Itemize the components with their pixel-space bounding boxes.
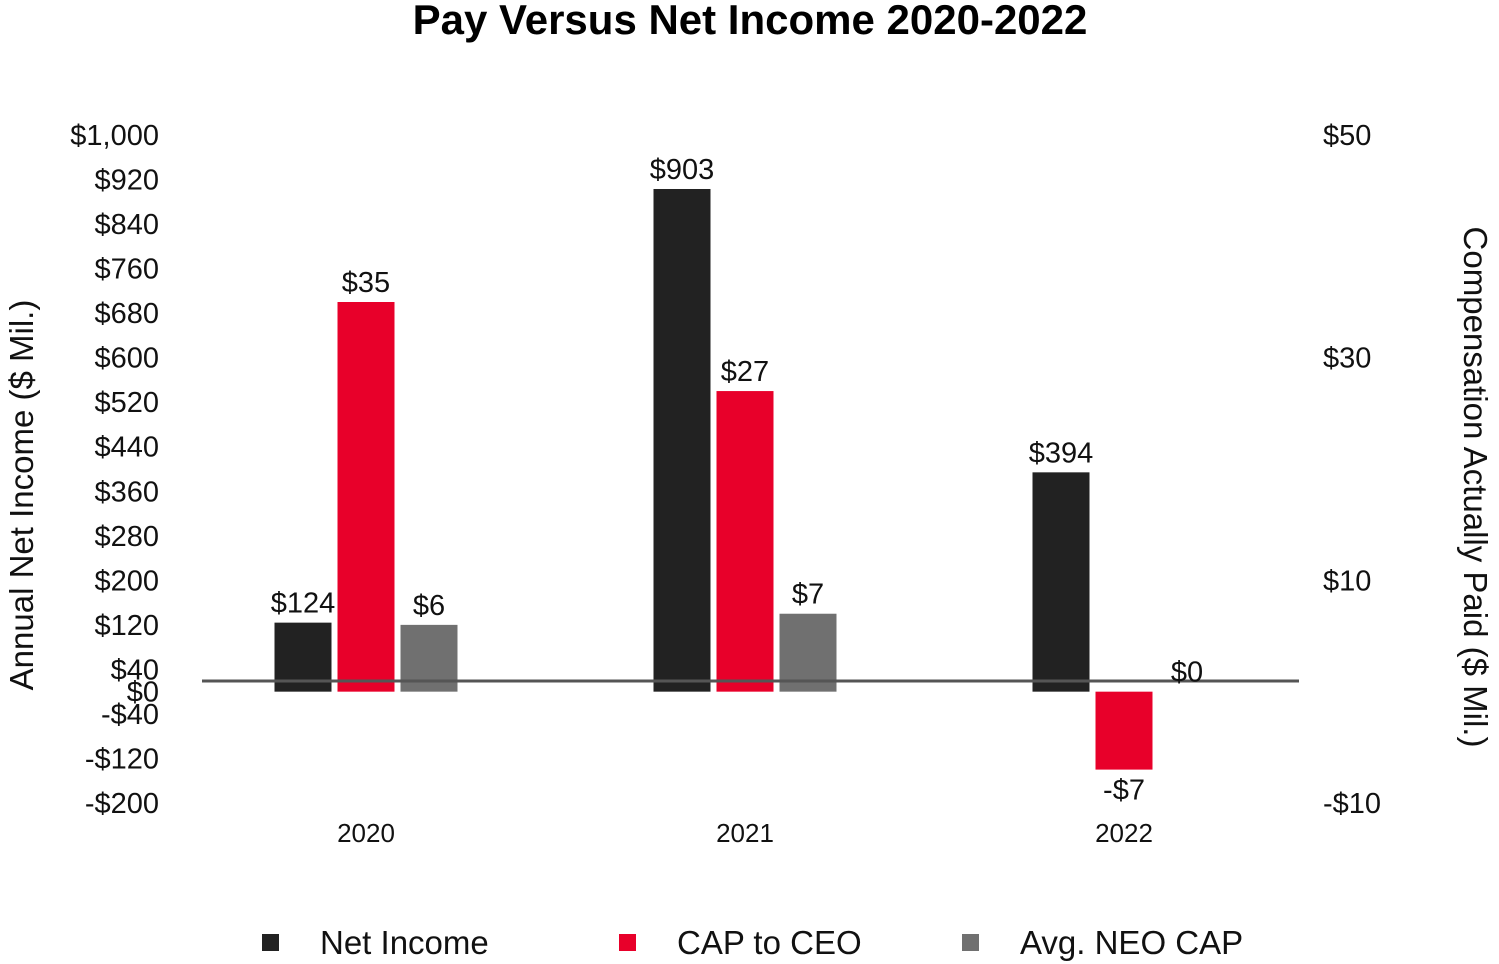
legend-label-cap-to-ceo: CAP to CEO [677, 924, 862, 961]
right-axis-title: Compensation Actually Paid ($ Mil.) [1457, 227, 1494, 748]
left-tick-label: $440 [94, 432, 159, 464]
left-axis-title: Annual Net Income ($ Mil.) [3, 300, 40, 691]
left-tick-label: $680 [94, 298, 159, 330]
left-axis-ticks: $1,000 $920 $840 $760 $680 $600 $520 $440 $360 $2… [70, 120, 159, 820]
left-tick-label: $280 [94, 521, 159, 553]
legend-swatch-cap-to-ceo [619, 934, 636, 951]
data-label-net-income-2022: $394 [1029, 437, 1094, 469]
legend-swatch-avg-neo-cap [962, 934, 979, 951]
category-label-2022: 2022 [1095, 818, 1153, 848]
data-label-cap-to-ceo-2020: $35 [342, 267, 390, 299]
data-label-avg-neo-cap-2020: $6 [413, 590, 445, 622]
bar-avg-neo-cap-2021 [779, 613, 837, 692]
right-tick-label: $50 [1323, 120, 1371, 152]
category-label-2021: 2021 [716, 818, 774, 848]
left-tick-label: $1,000 [70, 120, 159, 152]
data-label-avg-neo-cap-2021: $7 [792, 579, 824, 611]
bar-cap-to-ceo-2021 [716, 391, 774, 692]
data-labels: $124 $35 $6 $903 $27 $7 $394 -$7 $0 [271, 154, 1203, 807]
bar-cap-to-ceo-2020 [337, 302, 395, 692]
category-labels: 2020 2021 2022 [337, 818, 1153, 848]
data-label-avg-neo-cap-2022: $0 [1171, 657, 1203, 689]
left-tick-label: $40 [111, 654, 159, 686]
legend: Net Income CAP to CEO Avg. NEO CAP [262, 924, 1243, 961]
data-label-net-income-2020: $124 [271, 588, 336, 620]
right-tick-label: $10 [1323, 565, 1371, 597]
bar-cap-to-ceo-2022 [1095, 691, 1153, 770]
left-tick-label: -$40 [101, 699, 159, 731]
legend-swatch-net-income [262, 934, 279, 951]
right-axis-ticks: $50 $30 $10 -$10 [1323, 120, 1381, 820]
bar-net-income-2022 [1032, 472, 1090, 692]
left-tick-label: $200 [94, 565, 159, 597]
left-tick-label: $760 [94, 254, 159, 286]
data-label-cap-to-ceo-2022: -$7 [1103, 775, 1145, 807]
data-label-net-income-2021: $903 [650, 154, 715, 186]
left-tick-label: $600 [94, 343, 159, 375]
left-tick-label: $360 [94, 476, 159, 508]
bars [274, 188, 1153, 770]
legend-label-net-income: Net Income [320, 924, 489, 961]
left-tick-label: -$200 [85, 788, 159, 820]
data-label-cap-to-ceo-2021: $27 [721, 356, 769, 388]
category-label-2020: 2020 [337, 818, 395, 848]
left-tick-label: $840 [94, 209, 159, 241]
left-tick-label: $120 [94, 610, 159, 642]
left-tick-label: $520 [94, 387, 159, 419]
right-tick-label: $30 [1323, 343, 1371, 375]
chart-title: Pay Versus Net Income 2020-2022 [413, 0, 1088, 43]
left-tick-label: $0 [127, 677, 159, 709]
legend-label-avg-neo-cap: Avg. NEO CAP [1020, 924, 1243, 961]
left-tick-label: -$120 [85, 743, 159, 775]
right-tick-label: -$10 [1323, 788, 1381, 820]
bar-net-income-2021 [653, 188, 711, 692]
left-tick-label: $920 [94, 165, 159, 197]
